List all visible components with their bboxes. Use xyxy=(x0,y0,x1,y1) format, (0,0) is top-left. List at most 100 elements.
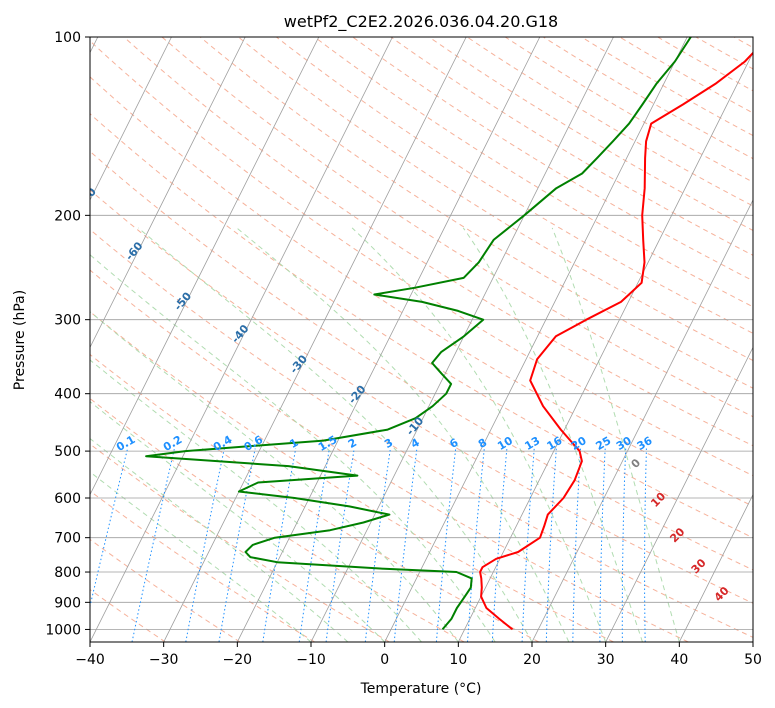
x-tick-label: 10 xyxy=(449,652,467,668)
dry-adiabat-line xyxy=(90,76,753,507)
isotherm-line xyxy=(90,37,320,496)
moist-adiabat-line xyxy=(351,227,607,642)
y-axis: 100 200 300 400 500 600 700 800 900 1000 xyxy=(45,30,90,638)
plot-frame xyxy=(89,36,754,643)
mixing-ratio-line xyxy=(435,448,457,642)
x-tick-label: −20 xyxy=(223,652,253,668)
isotherm-line xyxy=(90,37,393,642)
mixing-ratio-line xyxy=(364,448,391,642)
mixing-ratio-line xyxy=(393,448,418,642)
dry-adiabat-line xyxy=(314,37,753,308)
dry-adiabat-label: -70 xyxy=(76,185,99,209)
dry-adiabat-line xyxy=(619,37,753,114)
y-tick-label: 1000 xyxy=(45,622,81,638)
dry-adiabat-line xyxy=(581,37,753,137)
moist-adiabat-line xyxy=(90,400,386,642)
y-axis-label: Pressure (hPa) xyxy=(12,290,28,390)
mixing-ratio-line xyxy=(467,448,485,642)
isotherm-line xyxy=(678,493,753,642)
moist-adiabat-line xyxy=(137,227,533,642)
mixing-ratio-line xyxy=(298,448,330,642)
x-tick-label: 20 xyxy=(523,652,541,668)
x-tick-label: −30 xyxy=(149,652,179,668)
mixing-ratio-line xyxy=(218,448,256,642)
series-layer xyxy=(145,37,753,631)
dry-adiabat-line xyxy=(543,37,753,160)
moist-adiabat-line xyxy=(90,471,312,642)
mixing-ratio-label: 25 xyxy=(594,434,614,453)
isotherm-line xyxy=(310,37,614,642)
mixing-ratio-line xyxy=(572,448,581,642)
y-tick-label: 400 xyxy=(54,387,81,403)
dewpoint-profile-line xyxy=(145,37,692,631)
isotherm-line xyxy=(605,346,753,642)
dry-adiabat-line xyxy=(90,490,315,642)
dry-adiabat-line xyxy=(390,37,753,256)
moist-adiabat-line xyxy=(90,254,496,642)
dry-adiabat-line xyxy=(90,40,753,477)
dry-adiabat-line xyxy=(237,37,753,362)
isotherm-line xyxy=(531,199,753,642)
mixing-ratio-label: 4 xyxy=(409,436,422,451)
isotherm-line xyxy=(236,37,541,642)
mixing-ratio-line xyxy=(262,448,297,642)
mixing-ratio-line xyxy=(325,448,355,642)
mixing-ratio-lines xyxy=(90,448,647,642)
moist-adiabat-label: 30 xyxy=(689,556,709,576)
mixing-ratio-label: 30 xyxy=(614,434,634,453)
isotherm-line xyxy=(90,37,172,201)
dry-adiabat-line xyxy=(695,37,753,70)
isotherm-line xyxy=(90,37,246,349)
isobars xyxy=(90,37,753,630)
moist-adiabat-label: 40 xyxy=(712,584,732,604)
dry-adiabat-line xyxy=(90,113,753,539)
mixing-ratio-label: 3 xyxy=(382,436,395,451)
x-tick-label: 40 xyxy=(670,652,688,668)
isotherm-line xyxy=(752,641,753,642)
y-tick-label: 800 xyxy=(54,565,81,581)
mixing-ratio-line xyxy=(491,448,508,642)
y-tick-label: 100 xyxy=(54,30,81,46)
mixing-ratio-label: 36 xyxy=(635,434,655,453)
mixing-ratio-line xyxy=(131,448,175,642)
dry-adiabat-line xyxy=(90,189,753,604)
zero-isotherm-label: 0 xyxy=(629,456,644,471)
mixing-ratio-label: 20 xyxy=(569,434,589,453)
dry-adiabat-line xyxy=(504,37,753,183)
chart-title: wetPf2_C2E2.2026.036.04.20.G18 xyxy=(284,12,558,32)
dry-adiabat-line xyxy=(733,37,753,49)
mixing-ratio-label: 16 xyxy=(545,434,565,453)
moist-adiabat-line xyxy=(90,359,422,642)
dry-adiabat-line xyxy=(657,37,753,92)
mixing-ratio-line xyxy=(185,448,225,642)
y-tick-label: 300 xyxy=(54,313,81,329)
dry-adiabat-line xyxy=(199,37,753,389)
dry-adiabat-line xyxy=(90,538,241,642)
dry-adiabat-line xyxy=(123,37,753,447)
moist-adiabat-label: 10 xyxy=(648,490,668,510)
x-tick-label: 0 xyxy=(380,652,389,668)
x-axis-label: Temperature (°C) xyxy=(360,681,482,697)
mixing-ratio-line xyxy=(545,448,557,642)
dry-adiabat-line xyxy=(90,443,390,642)
mixing-ratio-line xyxy=(621,448,627,642)
moist-adiabat-line xyxy=(90,437,349,642)
y-tick-label: 700 xyxy=(54,531,81,547)
isotherm-line xyxy=(457,51,753,642)
dry-adiabat-line xyxy=(428,37,753,232)
y-tick-label: 900 xyxy=(54,595,81,611)
x-axis: −40 −30 −20 −10 0 10 20 30 40 50 xyxy=(75,642,762,668)
moist-adiabat-line xyxy=(236,227,570,642)
x-tick-label: 30 xyxy=(597,652,615,668)
moist-adiabat-line xyxy=(551,227,680,642)
dry-adiabat-label: -80 xyxy=(23,144,46,168)
dry-adiabat-line xyxy=(90,397,465,642)
dry-adiabats xyxy=(90,37,753,642)
mixing-ratio-label: 8 xyxy=(476,436,489,451)
x-tick-label: −10 xyxy=(296,652,326,668)
isotherm-line xyxy=(163,37,467,642)
mixing-ratio-line xyxy=(599,448,606,642)
mixing-ratio-label: 10 xyxy=(495,434,515,453)
mixing-ratio-label: 6 xyxy=(447,436,460,451)
